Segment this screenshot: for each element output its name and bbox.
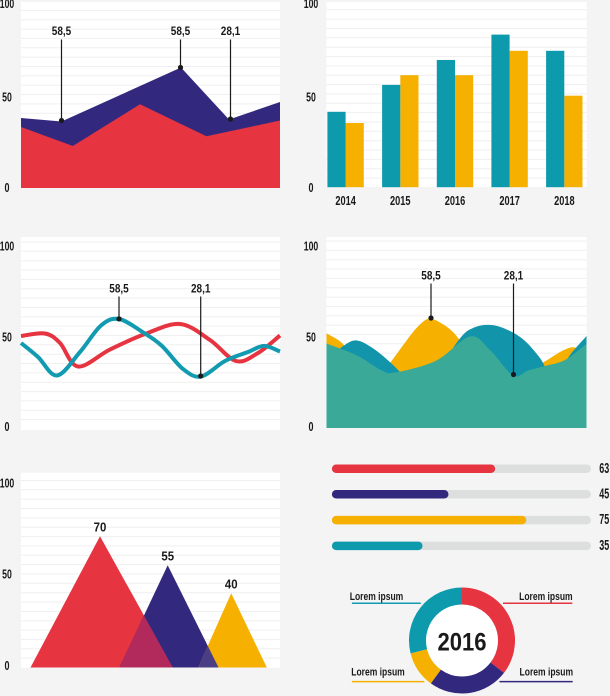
svg-text:Lorem ipsum: Lorem ipsum [351,667,405,679]
svg-text:100: 100 [0,238,14,253]
svg-text:28,1: 28,1 [221,24,241,38]
svg-text:58,5: 58,5 [109,282,129,296]
svg-text:100: 100 [0,476,14,491]
svg-text:0: 0 [5,419,10,434]
svg-text:100: 100 [304,238,319,253]
svg-text:Lorem ipsum: Lorem ipsum [520,667,574,679]
svg-text:50: 50 [2,330,12,345]
svg-text:2014: 2014 [335,193,356,208]
svg-text:100: 100 [0,0,14,11]
svg-text:2017: 2017 [499,193,520,208]
svg-text:50: 50 [306,330,316,345]
svg-text:58,5: 58,5 [421,269,441,283]
svg-text:70: 70 [94,520,107,535]
svg-text:58,5: 58,5 [52,24,72,38]
svg-text:50: 50 [2,567,12,582]
svg-text:2018: 2018 [554,193,575,208]
svg-text:100: 100 [304,0,319,11]
svg-text:45: 45 [599,485,609,502]
svg-text:2015: 2015 [390,193,411,208]
svg-text:2016: 2016 [445,193,466,208]
svg-text:Lorem ipsum: Lorem ipsum [350,591,404,603]
svg-text:40: 40 [225,577,238,592]
svg-text:2016: 2016 [438,628,487,656]
svg-text:50: 50 [306,90,316,105]
svg-text:35: 35 [599,537,609,554]
svg-text:0: 0 [5,658,10,673]
svg-text:28,1: 28,1 [504,269,524,283]
svg-text:28,1: 28,1 [191,282,211,296]
svg-text:0: 0 [5,180,10,195]
svg-text:55: 55 [161,549,174,564]
svg-text:0: 0 [309,180,314,195]
svg-text:58,5: 58,5 [171,24,191,38]
svg-text:63: 63 [599,460,609,477]
svg-text:Lorem ipsum: Lorem ipsum [519,591,573,603]
svg-text:50: 50 [2,90,12,105]
svg-text:0: 0 [309,419,314,434]
svg-text:75: 75 [599,511,609,528]
